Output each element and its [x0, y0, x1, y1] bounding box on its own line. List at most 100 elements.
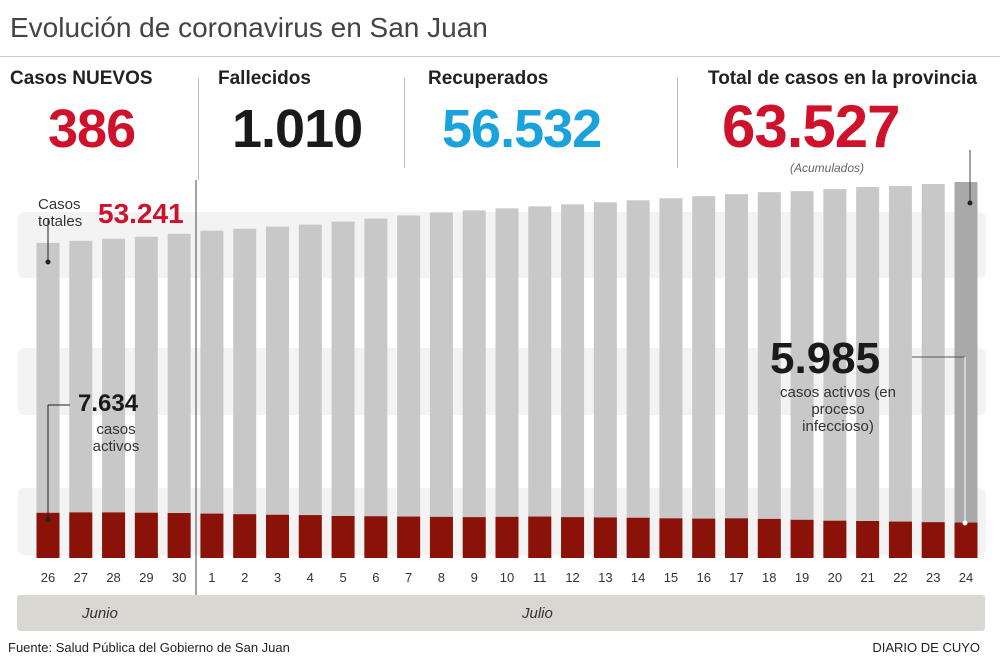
- bar-activos-27: [69, 512, 93, 558]
- bar-activos-23: [921, 522, 945, 558]
- bar-total-6: [364, 218, 388, 559]
- bar-activos-12: [561, 517, 585, 558]
- bar-total-12: [561, 204, 585, 558]
- x-tick-label: 14: [631, 570, 645, 585]
- bar-total-10: [495, 208, 519, 559]
- fallecidos-label: Fallecidos: [218, 68, 311, 89]
- bar-total-7: [397, 215, 421, 558]
- source-note: Fuente: Salud Pública del Gobierno de Sa…: [8, 640, 290, 655]
- activos-end-label: casos activos (en proceso infeccioso): [780, 384, 896, 435]
- activos-end-value: 5.985: [770, 334, 881, 383]
- divider: [198, 78, 199, 180]
- bar-total-20: [823, 189, 847, 559]
- bar-total-13: [593, 202, 617, 558]
- bar-activos-2: [233, 514, 257, 558]
- bar-total-5: [331, 221, 355, 559]
- bar-activos-29: [134, 512, 158, 558]
- bar-total-2: [233, 228, 257, 558]
- bar-activos-30: [167, 513, 191, 558]
- bar-activos-14: [626, 517, 650, 558]
- bar-total-22: [888, 186, 912, 559]
- bar-total-9: [462, 210, 486, 558]
- month-strip: [17, 595, 985, 631]
- x-tick-label: 10: [500, 570, 514, 585]
- x-tick-label: 15: [664, 570, 678, 585]
- x-tick-label: 24: [959, 570, 973, 585]
- x-tick-label: 1: [208, 570, 215, 585]
- bar-activos-21: [856, 521, 880, 558]
- bar-total-3: [266, 226, 289, 558]
- x-tick-label: 8: [438, 570, 445, 585]
- bar-activos-17: [725, 518, 748, 558]
- bar-total-30: [167, 233, 191, 558]
- activos-start-value: 7.634: [78, 390, 139, 417]
- casos-totales-value: 53.241: [98, 198, 184, 229]
- bar-activos-22: [888, 521, 912, 558]
- bar-chart: 26 27 28 29 30 1 2 3 4 5 6 7 8 9 10 11 12 13 14 15 16 17 18 19 2…: [18, 150, 986, 600]
- bar-activos-28: [102, 512, 126, 558]
- bar-activos-24: [954, 522, 978, 558]
- bar-total-17: [725, 194, 748, 558]
- x-tick-label: 6: [372, 570, 379, 585]
- bar-total-18: [757, 192, 781, 558]
- bar-activos-20: [823, 520, 847, 558]
- x-tick-label: 20: [828, 570, 842, 585]
- month-julio: Julio: [522, 605, 553, 622]
- x-tick-label: 17: [729, 570, 743, 585]
- x-tick-label: 16: [696, 570, 710, 585]
- bar-activos-19: [790, 519, 814, 558]
- bar-total-11: [528, 206, 552, 558]
- recuperados-label: Recuperados: [428, 68, 549, 89]
- x-tick-label: 21: [860, 570, 874, 585]
- casos-totales-label: Casos totales: [38, 196, 83, 230]
- bar-activos-7: [397, 516, 421, 558]
- activos-end-dot: [962, 520, 968, 526]
- bar-activos-6: [364, 516, 388, 558]
- bar-total-26: [36, 242, 60, 558]
- x-tick-label: 18: [762, 570, 776, 585]
- month-junio: Junio: [82, 605, 118, 622]
- bar-activos-11: [528, 516, 552, 558]
- recuperados-value: 56.532: [442, 99, 602, 159]
- bar-total-29: [134, 236, 158, 559]
- bar-total-1: [200, 230, 224, 559]
- activos-start-dot: [45, 517, 51, 523]
- casos-totales-dot: [45, 259, 51, 265]
- bar-activos-13: [593, 517, 617, 558]
- bar-activos-9: [462, 517, 486, 558]
- bar-total-23: [921, 184, 945, 558]
- bar-total-14: [626, 200, 650, 558]
- bar-total-27: [69, 240, 93, 559]
- total-value: 63.527: [722, 93, 901, 160]
- x-tick-label: 3: [274, 570, 281, 585]
- title-divider: [0, 56, 1000, 57]
- bar-total-8: [429, 212, 453, 558]
- x-tick-label: 23: [926, 570, 940, 585]
- bar-total-24: [954, 182, 978, 558]
- bar-activos-15: [659, 518, 683, 558]
- x-tick-label: 27: [74, 570, 88, 585]
- nuevos-value: 386: [48, 99, 136, 159]
- x-tick-label: 2: [241, 570, 248, 585]
- x-tick-label: 7: [405, 570, 412, 585]
- total-note: (Acumulados): [790, 161, 865, 175]
- page-title: Evolución de coronavirus en San Juan: [10, 12, 488, 43]
- bar-total-19: [790, 191, 814, 558]
- activos-start-label: casos activos: [92, 421, 140, 455]
- x-tick-label: 22: [893, 570, 907, 585]
- fallecidos-value: 1.010: [232, 99, 363, 159]
- nuevos-label: Casos NUEVOS: [10, 68, 153, 89]
- bar-total-21: [856, 187, 880, 558]
- bar-activos-8: [429, 516, 453, 558]
- bar-activos-1: [200, 513, 224, 558]
- divider: [677, 78, 678, 168]
- bar-activos-4: [298, 515, 322, 558]
- bar-total-16: [692, 196, 716, 558]
- x-tick-label: 19: [795, 570, 809, 585]
- x-tick-label: 29: [139, 570, 153, 585]
- x-tick-label: 12: [565, 570, 579, 585]
- bar-activos-16: [692, 518, 716, 558]
- bar-activos-10: [495, 516, 519, 558]
- bar-activos-5: [331, 515, 355, 558]
